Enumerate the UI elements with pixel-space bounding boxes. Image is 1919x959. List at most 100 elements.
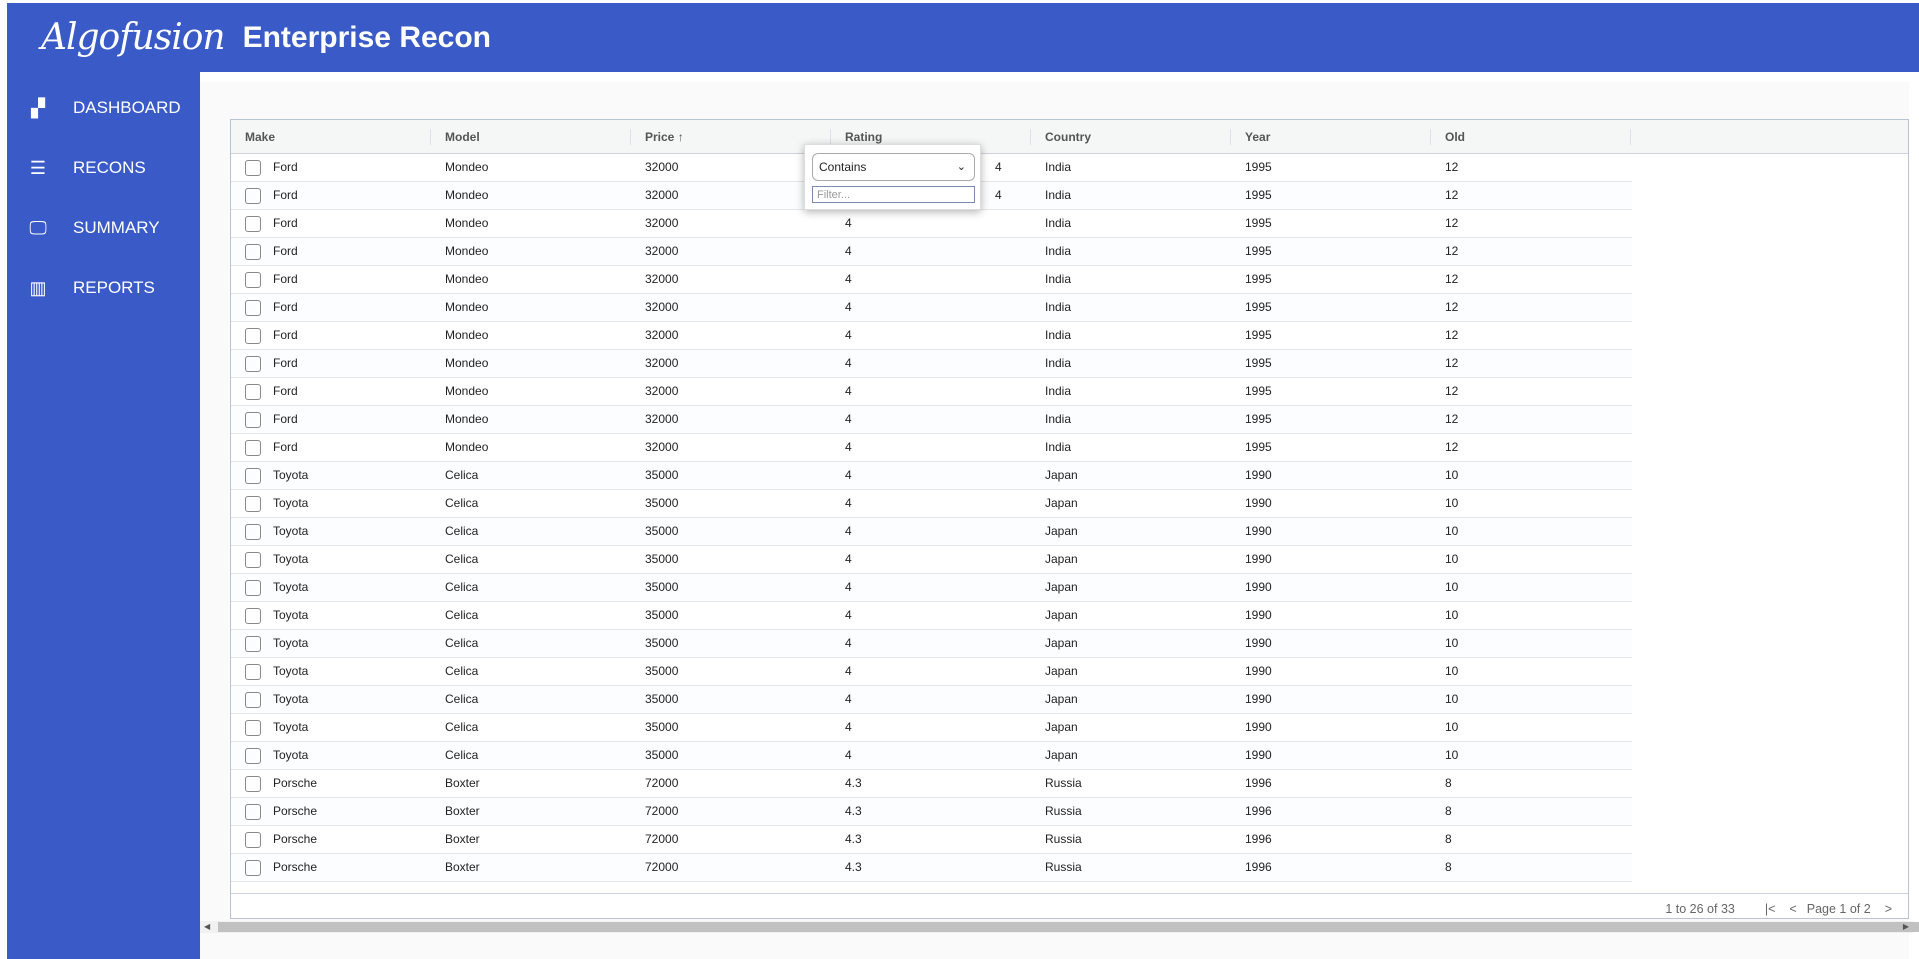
cell-value: 12 — [1445, 328, 1459, 342]
row-checkbox[interactable] — [245, 747, 261, 764]
table-row[interactable]: Ford Mondeo 32000 4 India 1995 12 — [231, 294, 1632, 322]
row-checkbox[interactable] — [245, 327, 261, 344]
table-row[interactable]: Ford Mondeo 32000 4 India 1995 12 — [231, 210, 1632, 238]
cell-value: Boxter — [445, 776, 480, 790]
table-row[interactable]: Porsche Boxter 72000 4.3 Russia 1996 8 — [231, 826, 1632, 854]
row-checkbox[interactable] — [245, 243, 261, 260]
table-row[interactable]: Toyota Celica 35000 4 Japan 1990 10 — [231, 518, 1632, 546]
table-row[interactable]: Toyota Celica 35000 4 Japan 1990 10 — [231, 490, 1632, 518]
row-checkbox[interactable] — [245, 635, 261, 652]
table-row[interactable]: Ford Mondeo 32000 4 India 1995 12 — [231, 406, 1632, 434]
cell-price: 72000 — [631, 826, 831, 853]
column-header-price[interactable]: Price ↑ — [631, 120, 831, 153]
table-row[interactable]: Ford Mondeo 32000 4 India 1995 12 — [231, 350, 1632, 378]
app-header: Algofusion Enterprise Recon — [7, 3, 1919, 72]
row-checkbox[interactable] — [245, 831, 261, 848]
cell-value: Ford — [273, 244, 298, 258]
sidebar-item-reports[interactable]: ▥ REPORTS — [7, 258, 200, 318]
scroll-right-icon[interactable]: ▶ — [1902, 922, 1909, 931]
row-checkbox[interactable] — [245, 159, 261, 176]
cell-country: Russia — [1031, 854, 1231, 881]
cell-year: 1995 — [1231, 210, 1431, 237]
column-header-country[interactable]: Country — [1031, 120, 1231, 153]
table-row[interactable]: Toyota Celica 35000 4 Japan 1990 10 — [231, 602, 1632, 630]
sidebar-item-label: SUMMARY — [73, 218, 160, 237]
horizontal-scrollbar[interactable]: ◀ ▶ — [200, 921, 1919, 933]
row-checkbox[interactable] — [245, 271, 261, 288]
row-checkbox[interactable] — [245, 691, 261, 708]
first-page-button[interactable]: |< — [1764, 901, 1776, 916]
column-header-rating[interactable]: Rating — [831, 120, 1031, 153]
table-row[interactable]: Ford Mondeo 32000 4 India 1995 12 — [231, 378, 1632, 406]
table-row[interactable]: Toyota Celica 35000 4 Japan 1990 10 — [231, 686, 1632, 714]
column-header-model[interactable]: Model — [431, 120, 631, 153]
cell-old: 10 — [1431, 714, 1631, 741]
cell-value: 32000 — [645, 328, 679, 342]
row-checkbox[interactable] — [245, 299, 261, 316]
table-row[interactable]: Porsche Boxter 72000 4.3 Russia 1996 8 — [231, 770, 1632, 798]
table-row[interactable]: Toyota Celica 35000 4 Japan 1990 10 — [231, 546, 1632, 574]
row-checkbox[interactable] — [245, 411, 261, 428]
cell-price: 32000 — [631, 322, 831, 349]
table-row[interactable]: Toyota Celica 35000 4 Japan 1990 10 — [231, 714, 1632, 742]
table-row[interactable]: Ford Mondeo 32000 4 India 1995 12 — [231, 322, 1632, 350]
row-checkbox[interactable] — [245, 495, 261, 512]
cell-model: Celica — [431, 742, 631, 769]
filter-operator-select[interactable]: Contains ⌄ — [812, 153, 975, 181]
sidebar-item-recons[interactable]: ☰ RECONS — [7, 138, 200, 198]
row-checkbox[interactable] — [245, 607, 261, 624]
table-row[interactable]: Toyota Celica 35000 4 Japan 1990 10 — [231, 462, 1632, 490]
cell-value: Celica — [445, 468, 479, 482]
table-row[interactable]: Toyota Celica 35000 4 Japan 1990 10 — [231, 742, 1632, 770]
table-row[interactable]: Ford Mondeo 32000 4 India 1995 12 — [231, 238, 1632, 266]
column-header-year[interactable]: Year — [1231, 120, 1431, 153]
row-checkbox[interactable] — [245, 439, 261, 456]
row-checkbox[interactable] — [245, 803, 261, 820]
cell-year: 1996 — [1231, 826, 1431, 853]
row-checkbox[interactable] — [245, 775, 261, 792]
row-checkbox[interactable] — [245, 859, 261, 876]
column-header-old[interactable]: Old — [1431, 120, 1631, 153]
next-page-button[interactable]: > — [1884, 901, 1892, 916]
table-row[interactable]: Ford Mondeo 32000 4 India 1995 12 — [231, 434, 1632, 462]
cell-value: Boxter — [445, 804, 480, 818]
row-checkbox[interactable] — [245, 467, 261, 484]
prev-page-button[interactable]: < — [1789, 901, 1797, 916]
cell-value: 1995 — [1245, 244, 1272, 258]
cell-value: 35000 — [645, 608, 679, 622]
cell-year: 1995 — [1231, 378, 1431, 405]
row-checkbox[interactable] — [245, 187, 261, 204]
scrollbar-thumb[interactable] — [218, 922, 1919, 932]
sidebar-item-summary[interactable]: 🖵 SUMMARY — [7, 198, 200, 258]
cell-value: 4 — [845, 496, 852, 510]
row-checkbox[interactable] — [245, 355, 261, 372]
scroll-left-icon[interactable]: ◀ — [204, 922, 211, 931]
row-checkbox[interactable] — [245, 663, 261, 680]
cell-value: Mondeo — [445, 356, 489, 370]
column-label: Price — [645, 130, 675, 144]
table-row[interactable]: Toyota Celica 35000 4 Japan 1990 10 — [231, 574, 1632, 602]
cell-value: 1995 — [1245, 188, 1272, 202]
cell-year: 1990 — [1231, 462, 1431, 489]
table-row[interactable]: Porsche Boxter 72000 4.3 Russia 1996 8 — [231, 854, 1632, 882]
table-row[interactable]: Porsche Boxter 72000 4.3 Russia 1996 8 — [231, 798, 1632, 826]
row-checkbox[interactable] — [245, 579, 261, 596]
cell-make: Toyota — [231, 630, 431, 657]
column-header-make[interactable]: Make — [231, 120, 431, 153]
table-row[interactable]: Ford Mondeo 32000 4 India 1995 12 — [231, 266, 1632, 294]
row-checkbox[interactable] — [245, 383, 261, 400]
cell-value: Russia — [1045, 804, 1082, 818]
cell-value: Mondeo — [445, 216, 489, 230]
cell-value: 4.3 — [845, 860, 862, 874]
cell-price: 32000 — [631, 238, 831, 265]
cell-value: Celica — [445, 748, 479, 762]
filter-input[interactable] — [812, 186, 975, 203]
row-checkbox[interactable] — [245, 719, 261, 736]
row-checkbox[interactable] — [245, 215, 261, 232]
sidebar-item-dashboard[interactable]: ▞ DASHBOARD — [7, 78, 200, 138]
table-row[interactable]: Toyota Celica 35000 4 Japan 1990 10 — [231, 630, 1632, 658]
row-checkbox[interactable] — [245, 551, 261, 568]
table-row[interactable]: Toyota Celica 35000 4 Japan 1990 10 — [231, 658, 1632, 686]
row-checkbox[interactable] — [245, 523, 261, 540]
cell-country: Russia — [1031, 826, 1231, 853]
